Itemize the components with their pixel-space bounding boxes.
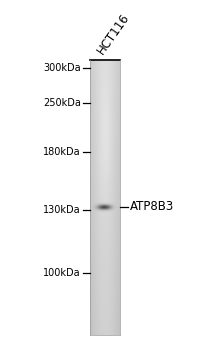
Text: 130kDa: 130kDa xyxy=(43,205,81,215)
Text: 300kDa: 300kDa xyxy=(43,63,81,73)
Text: 100kDa: 100kDa xyxy=(43,268,81,278)
Text: 180kDa: 180kDa xyxy=(43,147,81,157)
Text: ATP8B3: ATP8B3 xyxy=(130,201,174,214)
Text: HCT116: HCT116 xyxy=(94,11,132,57)
Text: 250kDa: 250kDa xyxy=(43,98,81,108)
